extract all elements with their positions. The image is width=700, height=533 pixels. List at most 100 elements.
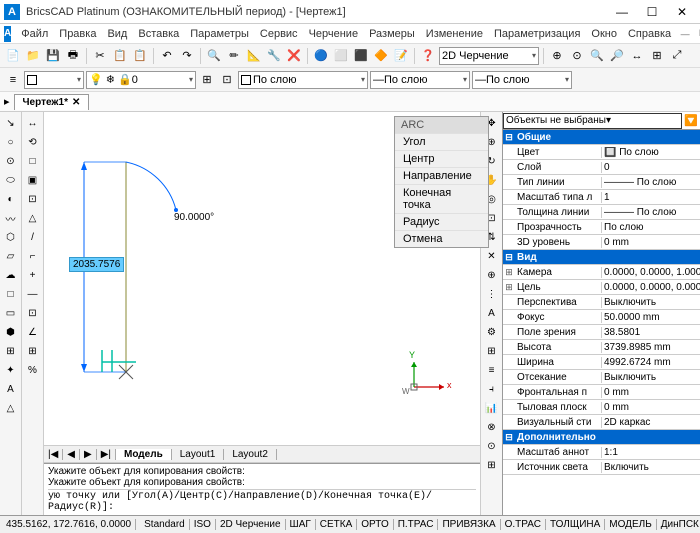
doc-tab-menu-icon[interactable]: ▸ — [4, 95, 10, 108]
modify-tool-btn-0[interactable]: ↔ — [24, 114, 42, 132]
tab-nav-last[interactable]: ▶| — [97, 449, 116, 460]
view-tool-btn-18[interactable]: ⊞ — [483, 456, 501, 474]
status-толщина[interactable]: ТОЛЩИНА — [546, 519, 605, 530]
doc-tab-close-icon[interactable]: ✕ — [72, 97, 80, 108]
view-tool-btn-14[interactable]: ⫞ — [483, 380, 501, 398]
menu-insert[interactable]: Вставка — [133, 26, 184, 42]
modify-tool-btn-8[interactable]: + — [24, 266, 42, 284]
props-selector-combo[interactable]: Объекты не выбраны▾ — [503, 113, 682, 129]
draw-tool-btn-2[interactable]: ⊙ — [2, 152, 20, 170]
props-view-row-5[interactable]: Высота3739.8985 mm — [503, 340, 700, 355]
props-view-row-1[interactable]: ⊞Цель0.0000, 0.0000, 0.0000 — [503, 280, 700, 295]
draw-tool-btn-3[interactable]: ⬭ — [2, 171, 20, 189]
toolbar-btn-12[interactable]: 🔧 — [265, 47, 283, 65]
modify-tool-btn-12[interactable]: ⊞ — [24, 342, 42, 360]
props-view-row-2[interactable]: ПерспективаВыключить — [503, 295, 700, 310]
toolbar-btn-5[interactable]: 📋 — [111, 47, 129, 65]
menu-file[interactable]: Файл — [16, 26, 53, 42]
layer-combo[interactable]: 💡 ❄ 🔒 0▾ — [86, 71, 196, 89]
toolbar-zoom-btn-1[interactable]: ⊙ — [568, 47, 586, 65]
tab-nav-next[interactable]: ▶ — [80, 449, 97, 460]
layer-tool-icon[interactable]: ≡ — [4, 71, 22, 89]
modify-tool-btn-10[interactable]: ⊡ — [24, 304, 42, 322]
menu-params[interactable]: Параметры — [185, 26, 254, 42]
props-section-view[interactable]: ⊟Вид — [503, 250, 700, 265]
menu-view[interactable]: Вид — [102, 26, 132, 42]
toolbar-zoom-btn-5[interactable]: ⊞ — [648, 47, 666, 65]
menu-help[interactable]: Справка — [623, 26, 676, 42]
draw-tool-btn-9[interactable]: □ — [2, 285, 20, 303]
menu-edit[interactable]: Правка — [54, 26, 101, 42]
status-модель[interactable]: МОДЕЛЬ — [605, 519, 656, 530]
props-section-general[interactable]: ⊟Общие — [503, 130, 700, 145]
view-tool-btn-9[interactable]: ⋮ — [483, 285, 501, 303]
drawing-canvas[interactable]: 2035.7576 90.0000° x Y W ARC Угол Центр … — [44, 112, 480, 445]
menu-draw[interactable]: Черчение — [304, 26, 364, 42]
props-general-row-0[interactable]: Цвет🔲 По слою — [503, 145, 700, 160]
draw-tool-btn-6[interactable]: ⬡ — [2, 228, 20, 246]
context-item-endpoint[interactable]: Конечная точка — [395, 184, 488, 213]
tab-layout1[interactable]: Layout1 — [172, 449, 225, 460]
view-tool-btn-15[interactable]: 📊 — [483, 399, 501, 417]
props-view-row-6[interactable]: Ширина4992.6724 mm — [503, 355, 700, 370]
draw-tool-btn-1[interactable]: ○ — [2, 133, 20, 151]
draw-tool-btn-15[interactable]: △ — [2, 399, 20, 417]
toolbar-btn-9[interactable]: 🔍 — [205, 47, 223, 65]
toolbar-zoom-btn-2[interactable]: 🔍 — [588, 47, 606, 65]
props-general-row-4[interactable]: Толщина линии——— По слою — [503, 205, 700, 220]
props-view-row-4[interactable]: Поле зрения38.5801 — [503, 325, 700, 340]
draw-tool-btn-4[interactable]: ◐ — [2, 190, 20, 208]
toolbar-btn-10[interactable]: ✏ — [225, 47, 243, 65]
props-section-extra[interactable]: ⊟Дополнительно — [503, 430, 700, 445]
minimize-button[interactable]: — — [608, 3, 636, 21]
menu-modify[interactable]: Изменение — [421, 26, 488, 42]
view-tool-btn-8[interactable]: ⊕ — [483, 266, 501, 284]
toolbar-zoom-btn-6[interactable]: ⤢ — [668, 47, 686, 65]
props-extra-row-0[interactable]: Масштаб аннот1:1 — [503, 445, 700, 460]
view-tool-btn-17[interactable]: ⊙ — [483, 437, 501, 455]
menu-dims[interactable]: Размеры — [364, 26, 420, 42]
tab-nav-first[interactable]: |◀ — [44, 449, 63, 460]
linestyle-combo[interactable]: — По слою▾ — [472, 71, 572, 89]
props-view-row-7[interactable]: ОтсеканиеВыключить — [503, 370, 700, 385]
status-iso[interactable]: ISO — [190, 519, 216, 530]
props-view-row-8[interactable]: Фронтальная п0 mm — [503, 385, 700, 400]
command-input[interactable]: ую точку или [Угол(A)/Центр(C)/Направлен… — [48, 489, 476, 513]
tab-layout2[interactable]: Layout2 — [224, 449, 277, 460]
toolbar-btn-7[interactable]: ↶ — [158, 47, 176, 65]
doc-tab[interactable]: Чертеж1* ✕ — [14, 94, 90, 110]
toolbar-btn-2[interactable]: 💾 — [44, 47, 62, 65]
layer-btn-2-icon[interactable]: ⊡ — [218, 71, 236, 89]
maximize-button[interactable]: ☐ — [638, 3, 666, 21]
draw-tool-btn-10[interactable]: ▭ — [2, 304, 20, 322]
status-п.трас[interactable]: П.ТРАС — [394, 519, 439, 530]
status-шаг[interactable]: ШАГ — [286, 519, 316, 530]
close-button[interactable]: ✕ — [668, 3, 696, 21]
draw-tool-btn-7[interactable]: ▱ — [2, 247, 20, 265]
menu-parametrize[interactable]: Параметризация — [489, 26, 585, 42]
toolbar-btn-1[interactable]: 📁 — [24, 47, 42, 65]
modify-tool-btn-4[interactable]: ⊡ — [24, 190, 42, 208]
modify-tool-btn-9[interactable]: — — [24, 285, 42, 303]
props-view-row-0[interactable]: ⊞Камера0.0000, 0.0000, 1.0000 — [503, 265, 700, 280]
layer-btn-1-icon[interactable]: ⊞ — [198, 71, 216, 89]
modify-tool-btn-5[interactable]: △ — [24, 209, 42, 227]
toolbar-btn-14[interactable]: 🔵 — [312, 47, 330, 65]
status-standard[interactable]: Standard — [140, 519, 190, 530]
context-item-radius[interactable]: Радиус — [395, 213, 488, 230]
linetype-combo[interactable]: По слою▾ — [238, 71, 368, 89]
workspace-combo[interactable]: 2D Черчение▾ — [439, 47, 539, 65]
props-general-row-5[interactable]: ПрозрачностьПо слою — [503, 220, 700, 235]
props-general-row-3[interactable]: Масштаб типа л1 — [503, 190, 700, 205]
context-item-direction[interactable]: Направление — [395, 167, 488, 184]
modify-tool-btn-7[interactable]: ⌐ — [24, 247, 42, 265]
modify-tool-btn-13[interactable]: % — [24, 361, 42, 379]
view-tool-btn-12[interactable]: ⊞ — [483, 342, 501, 360]
doc-minimize-button[interactable]: — — [677, 27, 693, 41]
toolbar-btn-11[interactable]: 📐 — [245, 47, 263, 65]
props-view-row-9[interactable]: Тыловая плоск0 mm — [503, 400, 700, 415]
view-tool-btn-10[interactable]: A — [483, 304, 501, 322]
toolbar-btn-0[interactable]: 📄 — [4, 47, 22, 65]
lineweight-combo[interactable]: — По слою▾ — [370, 71, 470, 89]
view-tool-btn-16[interactable]: ⊗ — [483, 418, 501, 436]
